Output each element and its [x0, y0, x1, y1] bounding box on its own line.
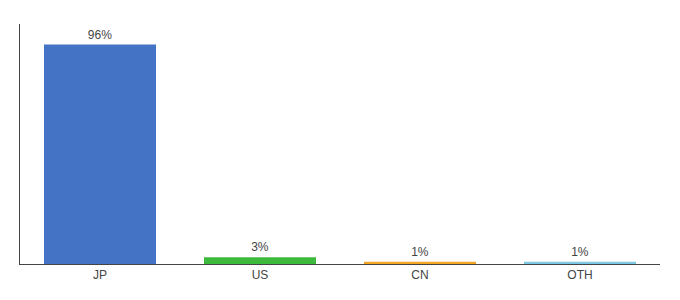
svg-text:US: US [252, 268, 269, 282]
svg-text:OTH: OTH [567, 268, 592, 282]
svg-text:1%: 1% [411, 245, 429, 259]
svg-text:96%: 96% [88, 28, 112, 42]
svg-text:3%: 3% [251, 240, 269, 254]
svg-text:CN: CN [411, 268, 428, 282]
svg-text:JP: JP [93, 268, 107, 282]
svg-text:1%: 1% [571, 245, 589, 259]
